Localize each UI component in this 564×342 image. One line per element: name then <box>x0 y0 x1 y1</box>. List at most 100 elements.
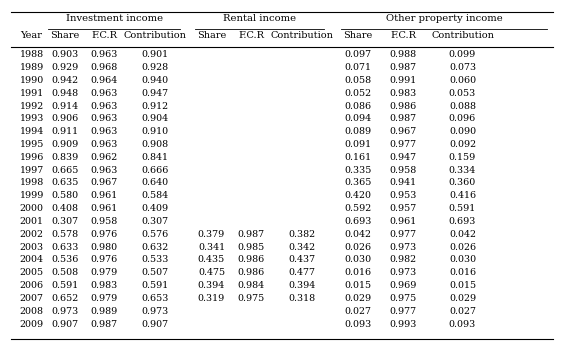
Text: 0.989: 0.989 <box>91 307 118 316</box>
Text: 0.508: 0.508 <box>51 268 78 277</box>
Text: 0.961: 0.961 <box>390 217 417 226</box>
Text: 2009: 2009 <box>20 319 44 329</box>
Text: F.C.R: F.C.R <box>390 31 416 40</box>
Text: 0.015: 0.015 <box>345 281 372 290</box>
Text: 0.910: 0.910 <box>142 127 169 136</box>
Text: 0.094: 0.094 <box>345 114 372 123</box>
Text: 0.982: 0.982 <box>390 255 417 264</box>
Text: 0.632: 0.632 <box>142 242 169 252</box>
Text: 0.576: 0.576 <box>142 230 169 239</box>
Text: 0.986: 0.986 <box>237 268 265 277</box>
Text: 0.976: 0.976 <box>91 230 118 239</box>
Text: 0.027: 0.027 <box>345 307 372 316</box>
Text: 0.319: 0.319 <box>198 294 225 303</box>
Text: 0.908: 0.908 <box>142 140 169 149</box>
Text: 0.536: 0.536 <box>51 255 78 264</box>
Text: 0.592: 0.592 <box>345 204 372 213</box>
Text: 0.948: 0.948 <box>51 89 78 98</box>
Text: 0.416: 0.416 <box>449 191 476 200</box>
Text: 0.983: 0.983 <box>91 281 118 290</box>
Text: 0.963: 0.963 <box>91 89 118 98</box>
Text: 0.947: 0.947 <box>142 89 169 98</box>
Text: 0.409: 0.409 <box>142 204 169 213</box>
Text: 0.906: 0.906 <box>51 114 78 123</box>
Text: 2008: 2008 <box>20 307 44 316</box>
Text: 0.086: 0.086 <box>345 102 372 110</box>
Text: Share: Share <box>197 31 226 40</box>
Text: 1997: 1997 <box>20 166 44 175</box>
Text: 0.901: 0.901 <box>142 50 169 59</box>
Text: 0.961: 0.961 <box>91 204 118 213</box>
Text: 0.027: 0.027 <box>449 307 476 316</box>
Text: 0.973: 0.973 <box>390 242 417 252</box>
Text: 0.026: 0.026 <box>449 242 476 252</box>
Text: 1993: 1993 <box>20 114 44 123</box>
Text: Contribution: Contribution <box>270 31 333 40</box>
Text: 0.985: 0.985 <box>237 242 265 252</box>
Text: Share: Share <box>50 31 80 40</box>
Text: 0.963: 0.963 <box>91 166 118 175</box>
Text: 0.382: 0.382 <box>288 230 315 239</box>
Text: 0.015: 0.015 <box>449 281 476 290</box>
Text: 0.968: 0.968 <box>91 63 118 72</box>
Text: 2001: 2001 <box>20 217 44 226</box>
Text: 0.693: 0.693 <box>345 217 372 226</box>
Text: 0.016: 0.016 <box>449 268 476 277</box>
Text: 0.958: 0.958 <box>390 166 417 175</box>
Text: 0.342: 0.342 <box>288 242 315 252</box>
Text: 0.991: 0.991 <box>390 76 417 85</box>
Text: 0.941: 0.941 <box>390 179 417 187</box>
Text: 0.030: 0.030 <box>345 255 372 264</box>
Text: 0.652: 0.652 <box>51 294 78 303</box>
Text: 0.584: 0.584 <box>142 191 169 200</box>
Text: 0.977: 0.977 <box>390 140 417 149</box>
Text: 0.089: 0.089 <box>345 127 372 136</box>
Text: 0.940: 0.940 <box>142 76 169 85</box>
Text: 0.334: 0.334 <box>449 166 476 175</box>
Text: F.C.R: F.C.R <box>238 31 264 40</box>
Text: 0.341: 0.341 <box>198 242 225 252</box>
Text: 0.099: 0.099 <box>449 50 476 59</box>
Text: 0.979: 0.979 <box>91 294 118 303</box>
Text: Contribution: Contribution <box>124 31 187 40</box>
Text: 0.967: 0.967 <box>390 127 417 136</box>
Text: 0.986: 0.986 <box>237 255 265 264</box>
Text: 0.963: 0.963 <box>91 114 118 123</box>
Text: 0.963: 0.963 <box>91 127 118 136</box>
Text: 0.929: 0.929 <box>51 63 78 72</box>
Text: 0.986: 0.986 <box>390 102 417 110</box>
Text: 0.052: 0.052 <box>345 89 372 98</box>
Text: 0.088: 0.088 <box>449 102 476 110</box>
Text: 0.693: 0.693 <box>449 217 476 226</box>
Text: 0.987: 0.987 <box>91 319 118 329</box>
Text: 0.420: 0.420 <box>345 191 372 200</box>
Text: 0.091: 0.091 <box>345 140 372 149</box>
Text: 0.507: 0.507 <box>142 268 169 277</box>
Text: 0.073: 0.073 <box>449 63 476 72</box>
Text: 0.475: 0.475 <box>198 268 225 277</box>
Text: 0.953: 0.953 <box>390 191 417 200</box>
Text: 0.633: 0.633 <box>51 242 78 252</box>
Text: 0.591: 0.591 <box>142 281 169 290</box>
Text: 0.591: 0.591 <box>449 204 476 213</box>
Text: 2000: 2000 <box>20 204 44 213</box>
Text: 0.394: 0.394 <box>288 281 315 290</box>
Text: 0.053: 0.053 <box>449 89 476 98</box>
Text: 0.026: 0.026 <box>345 242 372 252</box>
Text: 0.987: 0.987 <box>390 63 417 72</box>
Text: 0.307: 0.307 <box>51 217 78 226</box>
Text: 0.640: 0.640 <box>142 179 169 187</box>
Text: 0.030: 0.030 <box>449 255 476 264</box>
Text: 2007: 2007 <box>20 294 44 303</box>
Text: 0.635: 0.635 <box>51 179 78 187</box>
Text: 2004: 2004 <box>20 255 44 264</box>
Text: 0.435: 0.435 <box>198 255 225 264</box>
Text: 2005: 2005 <box>20 268 44 277</box>
Text: 2003: 2003 <box>20 242 44 252</box>
Text: 0.928: 0.928 <box>142 63 169 72</box>
Text: 0.914: 0.914 <box>51 102 78 110</box>
Text: 0.365: 0.365 <box>345 179 372 187</box>
Text: 1988: 1988 <box>20 50 44 59</box>
Text: Contribution: Contribution <box>431 31 494 40</box>
Text: 0.988: 0.988 <box>390 50 417 59</box>
